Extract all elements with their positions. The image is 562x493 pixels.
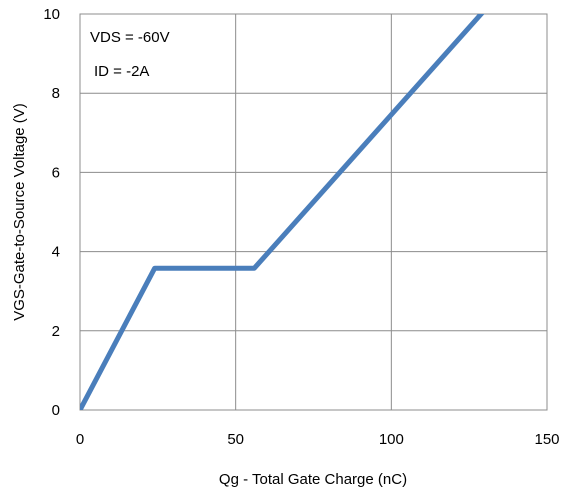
y-tick-label: 4 bbox=[52, 244, 60, 261]
grid bbox=[80, 14, 547, 410]
y-tick-label: 0 bbox=[52, 402, 60, 419]
annotation-id: ID = -2A bbox=[94, 63, 149, 80]
y-tick-label: 10 bbox=[43, 6, 60, 23]
x-tick-label: 50 bbox=[227, 431, 244, 448]
plot-area bbox=[79, 13, 548, 411]
x-axis-title: Qg - Total Gate Charge (nC) bbox=[219, 471, 407, 488]
annotation-vds: VDS = -60V bbox=[90, 29, 170, 46]
series-group bbox=[80, 14, 485, 410]
series-line bbox=[80, 14, 485, 410]
x-tick-label: 100 bbox=[379, 431, 404, 448]
y-tick-label: 8 bbox=[52, 85, 60, 102]
y-axis-title: VGS-Gate-to-Source Voltage (V) bbox=[11, 103, 28, 321]
y-tick-label: 2 bbox=[52, 323, 60, 340]
x-tick-label: 0 bbox=[76, 431, 84, 448]
tick-labels: 0 50 100 150 0 2 4 6 8 10 bbox=[43, 6, 559, 448]
y-tick-label: 6 bbox=[52, 164, 60, 181]
x-tick-label: 150 bbox=[534, 431, 559, 448]
